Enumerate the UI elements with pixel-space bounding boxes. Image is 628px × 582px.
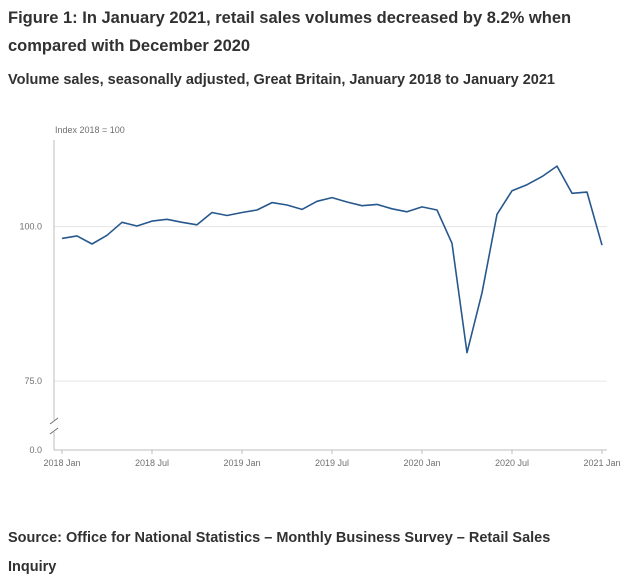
axis-break-mark	[49, 427, 59, 435]
gridlines	[54, 226, 607, 382]
x-tick-label: 2019 Jan	[223, 458, 260, 468]
source-note: Source: Office for National Statistics –…	[8, 530, 551, 575]
x-tick-label: 2019 Jul	[315, 458, 349, 468]
x-tick-label: 2018 Jan	[43, 458, 80, 468]
y-tick-label: 75.0	[24, 376, 42, 386]
axis-break-mark	[49, 417, 59, 425]
x-tick-label: 2018 Jul	[135, 458, 169, 468]
chart-subtitle: Volume sales, seasonally adjusted, Great…	[8, 72, 555, 88]
axes	[49, 140, 607, 454]
x-tick-label: 2021 Jan	[583, 458, 620, 468]
series-layer	[61, 165, 603, 354]
x-tick-label: 2020 Jul	[495, 458, 529, 468]
y-tick-label: 0.0	[29, 445, 42, 455]
x-tick-label: 2020 Jan	[403, 458, 440, 468]
chart-title: Figure 1: In January 2021, retail sales …	[8, 9, 572, 55]
line-chart: 0.0 75.0 100.0 Index 2018 = 100 2018 Jan 2018…	[19, 125, 620, 468]
series-line	[61, 165, 603, 354]
y-tick-label: 100.0	[19, 222, 42, 232]
y-axis-label: Index 2018 = 100	[55, 125, 125, 135]
tick-labels: 0.0 75.0 100.0 Index 2018 = 100 2018 Jan 2018…	[19, 125, 620, 468]
